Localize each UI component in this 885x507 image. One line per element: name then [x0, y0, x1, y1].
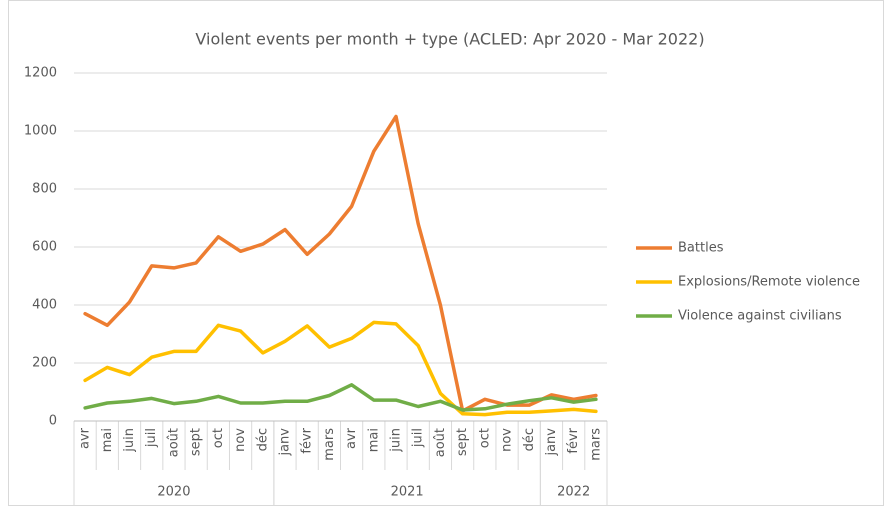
y-tick-label: 600	[32, 240, 57, 255]
x-tick-label: mars	[322, 428, 337, 461]
x-tick-label: juil	[411, 428, 426, 448]
y-tick-label: 200	[32, 356, 57, 371]
x-tick-label: août	[433, 428, 448, 457]
x-tick-label: juin	[122, 428, 137, 453]
x-tick-label: nov	[500, 428, 515, 452]
legend-label: Explosions/Remote violence	[678, 275, 860, 290]
y-tick-label: 0	[49, 414, 57, 429]
x-tick-label: sept	[189, 428, 204, 456]
x-tick-label: sept	[455, 428, 470, 456]
x-tick-label: août	[166, 428, 181, 457]
x-tick-label: déc	[255, 428, 270, 451]
x-group-label: 2022	[557, 485, 590, 500]
legend-label: Violence against civilians	[678, 309, 842, 324]
series-line	[83, 320, 598, 417]
y-tick-label: 800	[32, 182, 57, 197]
x-tick-label: mai	[100, 428, 115, 452]
series-line	[83, 383, 598, 412]
legend-label: Battles	[678, 241, 724, 256]
x-tick-label: févr	[300, 427, 315, 453]
x-tick-label: mars	[588, 428, 603, 461]
y-tick-label: 1000	[24, 124, 57, 139]
x-tick-label: janv	[544, 428, 559, 457]
x-tick-label: oct	[211, 428, 226, 448]
x-tick-label: janv	[277, 428, 292, 457]
x-group-label: 2021	[391, 485, 424, 500]
y-tick-label: 1200	[24, 66, 57, 81]
x-tick-label: oct	[477, 428, 492, 448]
y-tick-label: 400	[32, 298, 57, 313]
x-tick-label: avr	[78, 427, 93, 449]
x-tick-label: avr	[344, 427, 359, 449]
x-tick-label: mai	[366, 428, 381, 452]
x-group-label: 2020	[157, 485, 190, 500]
chart-title: Violent events per month + type (ACLED: …	[195, 30, 704, 49]
x-tick-label: juin	[389, 428, 404, 453]
x-tick-label: févr	[566, 427, 581, 453]
x-tick-label: déc	[522, 428, 537, 451]
x-tick-label: nov	[233, 428, 248, 452]
x-tick-label: juil	[144, 428, 159, 448]
